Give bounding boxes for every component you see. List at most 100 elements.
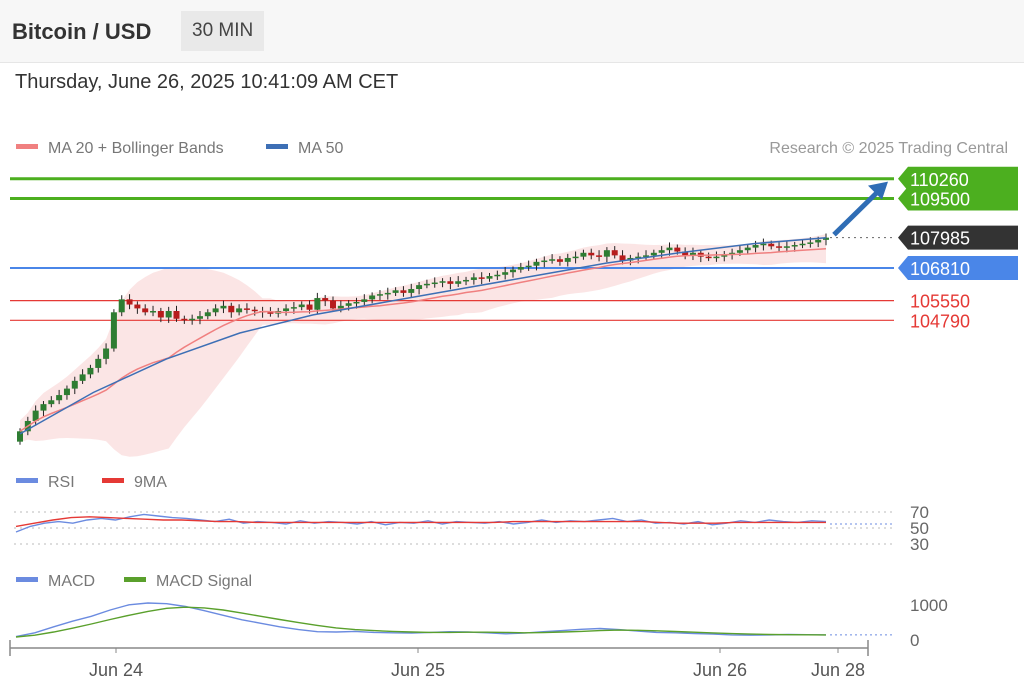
candle-body — [17, 431, 23, 442]
candle-body — [423, 283, 430, 286]
candle-body — [447, 281, 454, 284]
candle-body — [588, 252, 595, 256]
candle-body — [306, 304, 313, 310]
candle-body — [533, 261, 540, 266]
projection-arrow-head — [868, 181, 888, 200]
x-tick-label-Jun-24: Jun 24 — [89, 660, 143, 680]
legend-rsi-9ma-label: 9MA — [134, 474, 167, 491]
level-label-110260: 110260 — [910, 170, 969, 190]
candle-body — [283, 308, 290, 311]
candle-body — [150, 311, 157, 313]
candle-body — [494, 274, 501, 277]
ma20-line — [19, 247, 827, 432]
timeframe-badge[interactable]: 30 MIN — [181, 11, 265, 51]
candle-body — [650, 252, 657, 256]
candle-body — [189, 318, 196, 321]
candle-body — [517, 267, 524, 270]
candle-body — [212, 308, 219, 313]
ma50-line — [19, 236, 827, 435]
candle-body — [736, 250, 743, 253]
candle-body — [556, 259, 563, 262]
candle-body — [682, 251, 689, 256]
macd-signal-swatch — [124, 577, 146, 583]
level-label-109500: 109500 — [910, 189, 970, 209]
candle-body — [815, 239, 822, 243]
candle-body — [596, 255, 603, 257]
candle-body — [729, 252, 736, 255]
candle-body — [142, 308, 149, 313]
candle-body — [400, 290, 407, 293]
candle-body — [87, 367, 94, 375]
candle-body — [760, 243, 767, 246]
candle-body — [408, 289, 415, 293]
candle-body — [204, 312, 211, 317]
candle-body — [486, 276, 493, 279]
candle-body — [564, 257, 571, 262]
candle-body — [580, 252, 587, 257]
rsi-tick-30: 30 — [910, 535, 929, 554]
candle-body — [439, 281, 446, 283]
candle-body — [134, 304, 141, 309]
candle-body — [220, 305, 227, 309]
chart-datetime: Thursday, June 26, 2025 10:41:09 AM CET — [15, 71, 399, 93]
candle-body — [110, 312, 117, 349]
candle-body — [791, 245, 798, 247]
legend-rsi-9ma: 9MA — [102, 474, 167, 492]
projection-arrow-shaft — [832, 187, 882, 237]
legend-macd-signal: MACD Signal — [124, 573, 252, 591]
candle-body — [776, 246, 783, 248]
candle-body — [63, 388, 70, 396]
candle-body — [674, 247, 681, 252]
candle-body — [689, 252, 696, 256]
candle-body — [744, 247, 751, 251]
macd-signal-line — [15, 606, 827, 638]
candle-body — [103, 348, 110, 359]
candle-body — [353, 301, 360, 304]
candle-body — [502, 272, 509, 275]
candle-body — [118, 299, 125, 313]
candle-body — [713, 256, 720, 259]
macd-swatch — [16, 577, 38, 583]
rsi-9ma-line — [15, 516, 826, 528]
instrument-title: Bitcoin / USD — [12, 19, 152, 44]
header-bar: Bitcoin / USD 30 MIN — [0, 0, 1024, 63]
candle-body — [455, 281, 462, 284]
level-tag-106810 — [898, 256, 1018, 281]
rsi-swatch — [16, 478, 38, 484]
level-label-106810: 106810 — [910, 259, 970, 279]
candle-body — [228, 305, 235, 313]
candle-body — [236, 308, 243, 313]
x-tick-label-Jun-26: Jun 26 — [693, 660, 747, 680]
candle-body — [705, 256, 712, 259]
candle-body — [165, 311, 172, 318]
candle-body — [807, 242, 814, 244]
candle-body — [392, 290, 399, 293]
legend-ma50-label: MA 50 — [298, 140, 344, 157]
candle-body — [549, 259, 556, 261]
last-price-label: 107985 — [910, 229, 970, 249]
level-label-104790: 104790 — [910, 311, 970, 331]
ma20-swatch — [16, 144, 38, 150]
candle-body — [40, 404, 47, 411]
candle-body — [181, 318, 188, 321]
candle-body — [196, 316, 203, 319]
candle-body — [79, 374, 86, 381]
candle-body — [251, 309, 258, 312]
level-tag-110260 — [898, 166, 1018, 191]
candle-body — [48, 400, 55, 405]
candle-body — [611, 250, 618, 256]
legend-macd: MACD — [16, 573, 95, 591]
last-price-tag — [898, 225, 1018, 250]
candle-body — [635, 256, 642, 259]
candle-body — [823, 237, 829, 240]
candle-body — [541, 260, 548, 263]
candle-body — [157, 311, 164, 318]
legend-ma50: MA 50 — [266, 140, 343, 158]
candle-body — [384, 292, 391, 295]
candle-body — [470, 277, 477, 280]
candle-body — [71, 380, 78, 389]
candle-body — [658, 250, 665, 253]
candle-body — [643, 255, 650, 257]
